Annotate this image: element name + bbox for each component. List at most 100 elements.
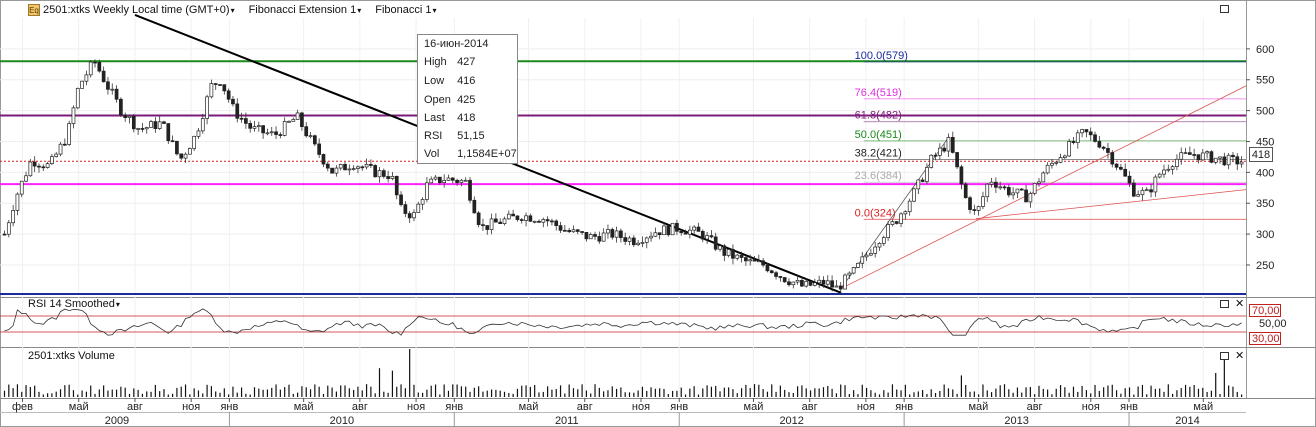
candle-body: [554, 220, 559, 226]
candle-body: [1179, 152, 1184, 160]
chevron-down-icon: ▾: [432, 5, 437, 15]
candle-body: [364, 163, 369, 168]
candle-body: [705, 235, 709, 240]
candle-body: [1006, 187, 1011, 196]
maximize-price-panel-icon[interactable]: [1220, 5, 1229, 13]
candle-body: [433, 176, 438, 180]
candle-body: [1097, 141, 1102, 148]
candle-body: [282, 121, 287, 136]
price-tick-label: 450: [1256, 136, 1274, 148]
candle-body: [894, 221, 899, 224]
candle-body: [485, 225, 490, 230]
candle-body: [175, 140, 179, 155]
candle-body: [899, 213, 903, 224]
rsi-panel-title[interactable]: RSI 14 Smoothed▾: [28, 298, 120, 310]
close-volume-panel-icon[interactable]: ✕: [1235, 350, 1245, 362]
candle-body: [420, 199, 425, 205]
candle-body: [795, 280, 800, 283]
candle-body: [636, 242, 640, 246]
candle-body: [261, 125, 265, 134]
fib-level-label: 50.0(451): [855, 129, 902, 141]
month-tick-label: ноя: [407, 401, 425, 413]
candle-body: [942, 147, 947, 152]
price-tick-label: 500: [1256, 106, 1274, 118]
candle-body: [1192, 154, 1197, 156]
candle-body: [166, 123, 171, 142]
candle-body: [860, 256, 865, 264]
candle-body: [106, 81, 110, 90]
maximize-volume-panel-icon[interactable]: [1220, 352, 1229, 360]
candle-body: [58, 143, 63, 155]
candle-body: [381, 170, 386, 177]
fib-level-label: 76.4(519): [855, 87, 902, 99]
candle-body: [213, 83, 218, 85]
month-tick-label: авг: [577, 401, 593, 413]
uptrend-line: [840, 85, 1247, 289]
candle-body: [144, 127, 149, 130]
candle-body: [515, 215, 520, 220]
candle-body: [110, 88, 115, 91]
candle-body: [274, 131, 278, 135]
candle-body: [75, 88, 80, 109]
instrument-dropdown[interactable]: 2501:xtks Weekly Local time (GMT+0) ▾: [43, 4, 235, 16]
candle-body: [1226, 154, 1231, 166]
candle-body: [343, 163, 347, 171]
candle-body: [295, 112, 300, 120]
month-tick-label: янв: [670, 401, 688, 413]
candle-body: [1127, 175, 1132, 184]
candle-body: [623, 237, 628, 242]
candle-body: [45, 163, 50, 168]
candle-body: [847, 272, 852, 276]
study-fibonacci-dropdown[interactable]: Fibonacci 1 ▾: [375, 4, 436, 16]
candle-body: [791, 281, 796, 286]
candle-body: [1002, 186, 1007, 189]
price-tick-label: 350: [1256, 198, 1274, 210]
candle-body: [1037, 181, 1041, 184]
data-tooltip: 16-июн-2014 High 427 Low 416 Open 425 La…: [417, 34, 518, 164]
candle-body: [1032, 183, 1037, 194]
study-label: Fibonacci 1: [375, 4, 432, 16]
study-fibonacci-extension-dropdown[interactable]: Fibonacci Extension 1 ▾: [249, 4, 362, 16]
candle-body: [244, 118, 248, 124]
candle-body: [1153, 176, 1158, 193]
month-tick-label: янв: [1120, 401, 1138, 413]
candle-body: [11, 210, 15, 224]
candle-body: [782, 277, 787, 283]
rsi-title-label: RSI 14 Smoothed: [28, 298, 115, 310]
candle-body: [278, 134, 283, 136]
candle-body: [731, 249, 735, 259]
close-rsi-panel-icon[interactable]: ✕: [1235, 298, 1245, 310]
chart-toolbar: 2501:xtks Weekly Local time (GMT+0) ▾ Fib…: [43, 3, 447, 17]
candle-body: [709, 235, 714, 238]
candle-body: [666, 225, 671, 236]
candle-body: [606, 229, 610, 234]
candle-body: [62, 143, 67, 146]
candle-body: [550, 220, 554, 223]
candle-body: [739, 254, 744, 258]
candle-body: [938, 147, 942, 156]
candle-body: [192, 135, 197, 149]
candle-body: [989, 181, 994, 185]
tooltip-row-rsi: RSI 51,15: [424, 128, 485, 144]
candle-body: [416, 203, 421, 213]
tooltip-row-low: Low 416: [424, 73, 475, 89]
candle-body: [446, 177, 451, 181]
month-tick-label: май: [968, 401, 988, 413]
candle-body: [304, 126, 309, 137]
maximize-rsi-panel-icon[interactable]: [1220, 300, 1229, 308]
candle-body: [50, 156, 54, 164]
candle-body: [187, 148, 192, 155]
candle-body: [338, 163, 343, 169]
candle-body: [541, 219, 546, 223]
instrument-type-icon[interactable]: Eq: [28, 4, 40, 16]
candle-body: [851, 267, 856, 274]
candle-body: [425, 182, 429, 200]
candle-body: [580, 231, 584, 233]
candle-body: [1106, 148, 1110, 153]
candle-body: [614, 230, 619, 238]
candle-body: [1071, 141, 1076, 144]
candle-body: [19, 180, 24, 195]
candle-body: [162, 121, 166, 124]
